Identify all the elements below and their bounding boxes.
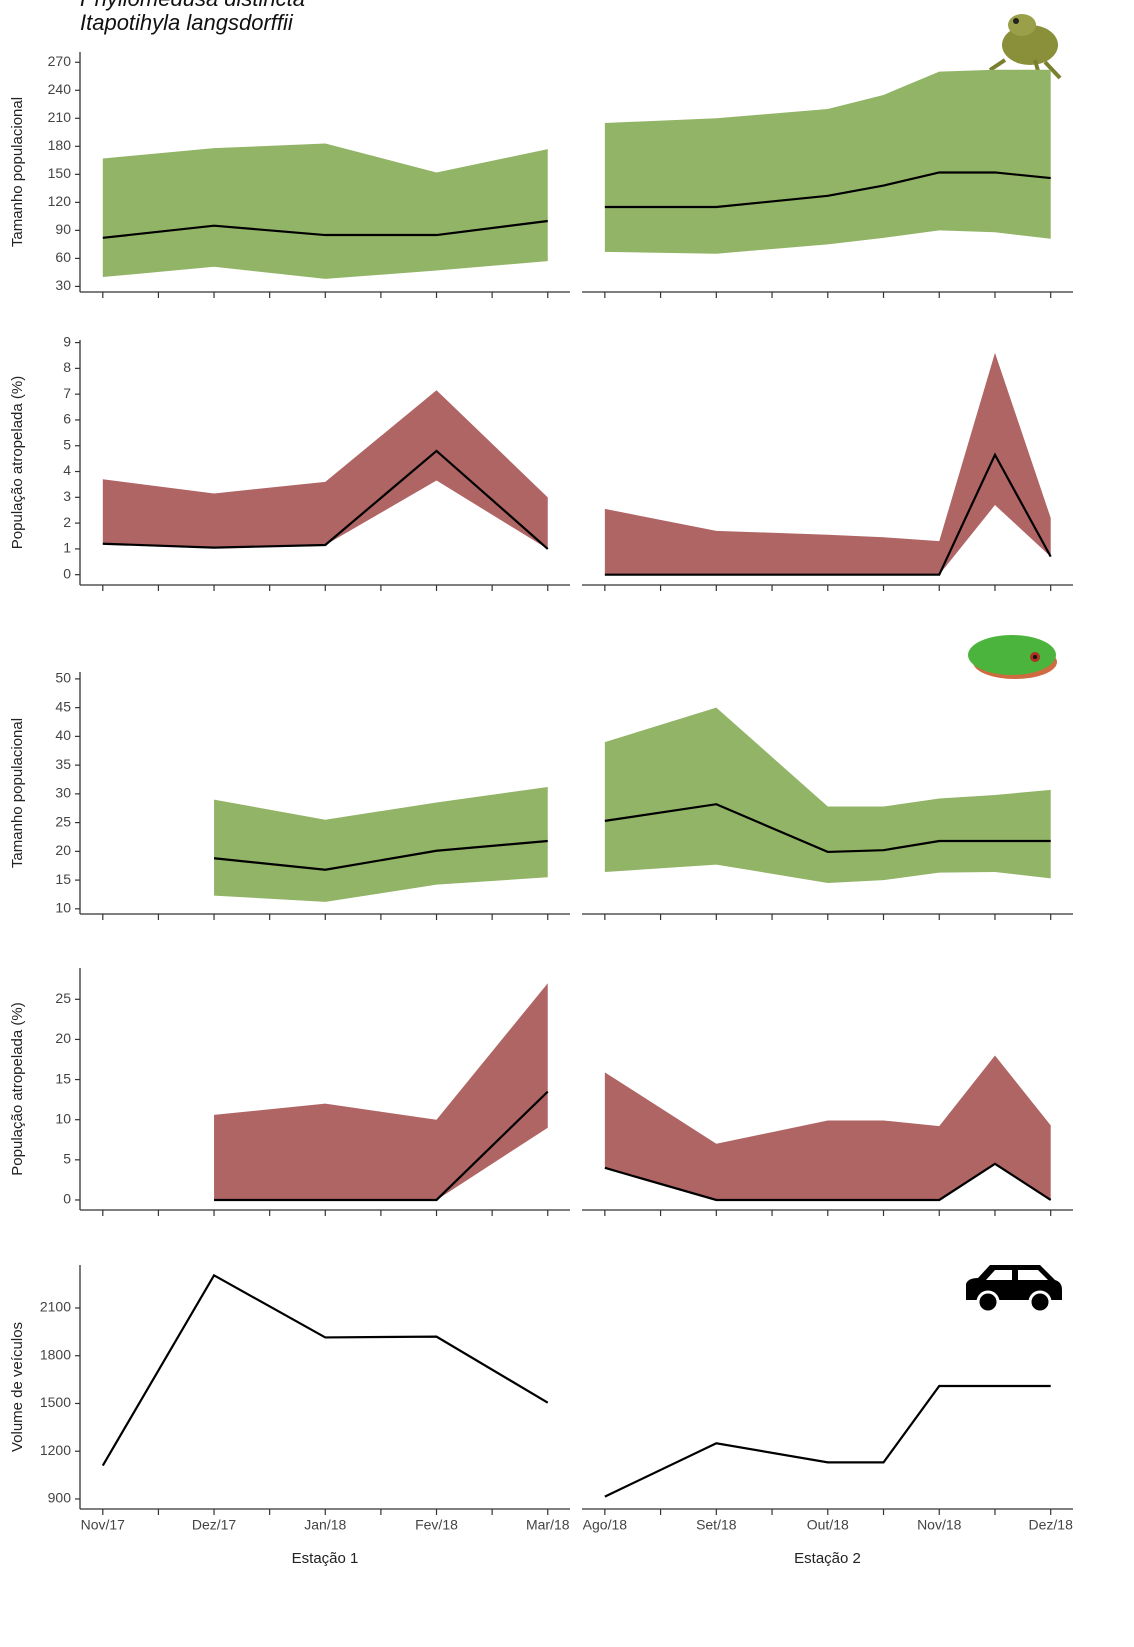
y-tick-label: 0 — [63, 1191, 71, 1207]
y-tick-label: 20 — [55, 1030, 71, 1046]
y-tick-label: 210 — [48, 109, 72, 125]
uncertainty-band — [103, 144, 548, 279]
y-tick-label: 3 — [63, 488, 71, 504]
y-tick-label: 180 — [48, 137, 72, 153]
frog-icon — [968, 635, 1057, 679]
y-tick-label: 30 — [55, 785, 71, 801]
uncertainty-band — [605, 353, 1051, 575]
frog-icon — [990, 14, 1060, 78]
x-tick-label: Dez/18 — [1029, 1517, 1074, 1533]
y-axis-label: População atropelada (%) — [9, 376, 26, 549]
x-axis-label: Estação 1 — [292, 1550, 359, 1567]
y-tick-label: 0 — [63, 565, 71, 581]
y-tick-label: 2 — [63, 514, 71, 530]
y-tick-label: 10 — [55, 900, 71, 916]
y-tick-label: 35 — [55, 756, 71, 772]
y-tick-label: 90 — [55, 221, 71, 237]
y-tick-label: 30 — [55, 277, 71, 293]
y-tick-label: 10 — [55, 1110, 71, 1126]
figure: 306090120150180210240270Tamanho populaci… — [0, 0, 1134, 1642]
y-axis-label: Volume de veículos — [9, 1322, 26, 1452]
x-tick-label: Jan/18 — [304, 1517, 346, 1533]
x-tick-label: Nov/17 — [81, 1517, 126, 1533]
y-tick-label: 6 — [63, 411, 71, 427]
y-tick-label: 2100 — [40, 1299, 71, 1315]
y-tick-label: 4 — [63, 462, 71, 478]
line — [605, 1386, 1051, 1497]
uncertainty-band — [214, 983, 548, 1200]
y-tick-label: 15 — [55, 1070, 71, 1086]
x-tick-label: Set/18 — [696, 1517, 737, 1533]
y-tick-label: 120 — [48, 193, 72, 209]
x-tick-label: Fev/18 — [415, 1517, 458, 1533]
y-tick-label: 1800 — [40, 1346, 71, 1362]
y-tick-label: 1 — [63, 540, 71, 556]
y-tick-label: 25 — [55, 990, 71, 1006]
y-axis-label: População atropelada (%) — [9, 1002, 26, 1175]
y-tick-label: 270 — [48, 53, 72, 69]
y-tick-label: 5 — [63, 1151, 71, 1167]
y-tick-label: 1500 — [40, 1394, 71, 1410]
y-tick-label: 150 — [48, 165, 72, 181]
x-tick-label: Nov/18 — [917, 1517, 962, 1533]
panel-title: Itapotihyla langsdorffii — [80, 10, 294, 35]
x-axis-label: Estação 2 — [794, 1550, 861, 1567]
y-tick-label: 5 — [63, 436, 71, 452]
y-tick-label: 240 — [48, 81, 72, 97]
y-tick-label: 25 — [55, 813, 71, 829]
y-axis-label: Tamanho populacional — [9, 718, 26, 868]
y-tick-label: 45 — [55, 698, 71, 714]
y-tick-label: 50 — [55, 670, 71, 686]
y-axis-label: Tamanho populacional — [9, 97, 26, 247]
x-tick-label: Dez/17 — [192, 1517, 237, 1533]
y-tick-label: 9 — [63, 333, 71, 349]
car-icon — [966, 1265, 1062, 1312]
y-tick-label: 900 — [48, 1490, 72, 1506]
y-tick-label: 40 — [55, 727, 71, 743]
uncertainty-band — [605, 708, 1051, 883]
y-tick-label: 8 — [63, 359, 71, 375]
x-tick-label: Out/18 — [807, 1517, 849, 1533]
uncertainty-band — [605, 70, 1051, 254]
uncertainty-band — [605, 1055, 1051, 1199]
panel-title: Phyllomedusa distincta — [80, 0, 305, 11]
x-tick-label: Ago/18 — [583, 1517, 628, 1533]
y-tick-label: 1200 — [40, 1442, 71, 1458]
x-tick-label: Mar/18 — [526, 1517, 570, 1533]
y-tick-label: 60 — [55, 249, 71, 265]
y-tick-label: 7 — [63, 385, 71, 401]
uncertainty-band — [103, 390, 548, 549]
y-tick-label: 15 — [55, 871, 71, 887]
y-tick-label: 20 — [55, 842, 71, 858]
line — [103, 1275, 548, 1465]
